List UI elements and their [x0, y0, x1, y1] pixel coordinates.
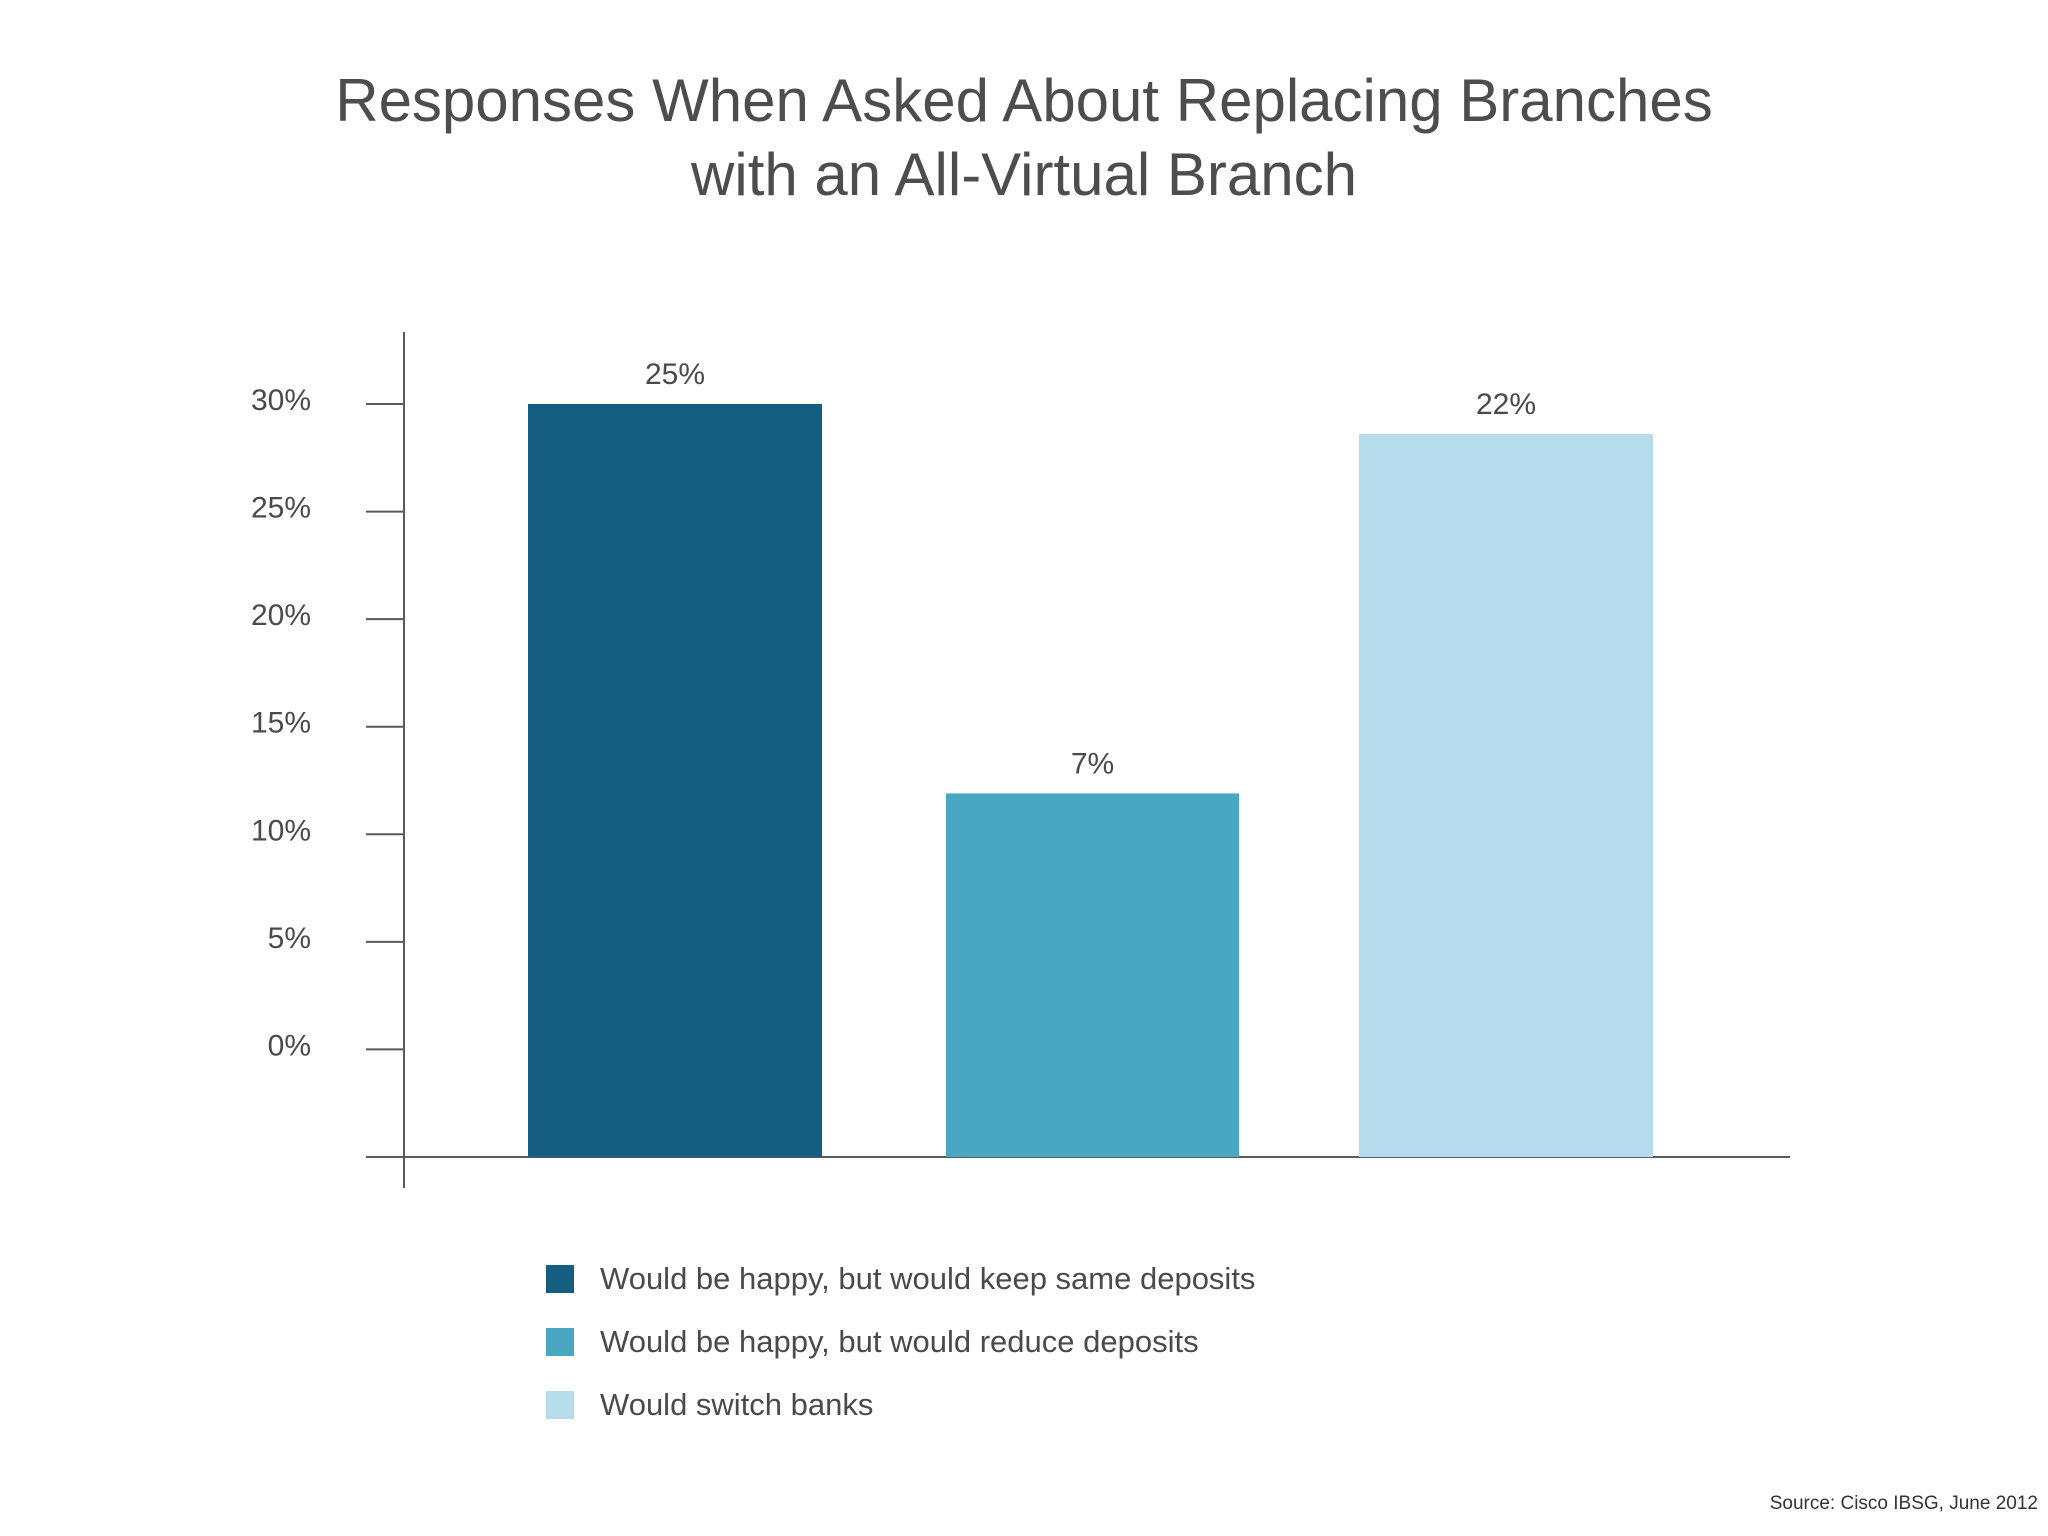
- y-tick-label: 20%: [251, 599, 311, 632]
- bar-data-label: 25%: [645, 358, 705, 391]
- legend-label: Would switch banks: [600, 1387, 874, 1422]
- y-tick-label: 30%: [251, 384, 311, 417]
- bar-3: [1359, 434, 1653, 1157]
- y-tick-label: 15%: [251, 707, 311, 740]
- bar-1: [528, 404, 822, 1157]
- chart-title-line-2: with an All-Virtual Branch: [691, 141, 1357, 208]
- legend-swatch: [546, 1391, 574, 1419]
- bar-data-label: 22%: [1476, 388, 1536, 421]
- y-tick-label: 10%: [251, 814, 311, 847]
- source-note: Source: Cisco IBSG, June 2012: [1769, 1493, 2038, 1514]
- bar-data-label: 7%: [1071, 747, 1114, 780]
- legend-swatch: [546, 1328, 574, 1356]
- legend-item-keep-deposits: Would be happy, but would keep same depo…: [546, 1259, 1255, 1299]
- legend-item-reduce-deposits: Would be happy, but would reduce deposit…: [546, 1322, 1199, 1362]
- legend-label: Would be happy, but would reduce deposit…: [600, 1324, 1199, 1359]
- y-tick-label: 0%: [268, 1029, 311, 1062]
- legend-label: Would be happy, but would keep same depo…: [600, 1261, 1256, 1296]
- y-tick-label: 25%: [251, 492, 311, 525]
- legend-item-switch-banks: Would switch banks: [546, 1385, 873, 1425]
- bar-2: [946, 793, 1239, 1157]
- chart-title-line-1: Responses When Asked About Replacing Bra…: [335, 67, 1713, 134]
- legend-swatch: [546, 1265, 574, 1293]
- y-tick-label: 5%: [268, 922, 311, 955]
